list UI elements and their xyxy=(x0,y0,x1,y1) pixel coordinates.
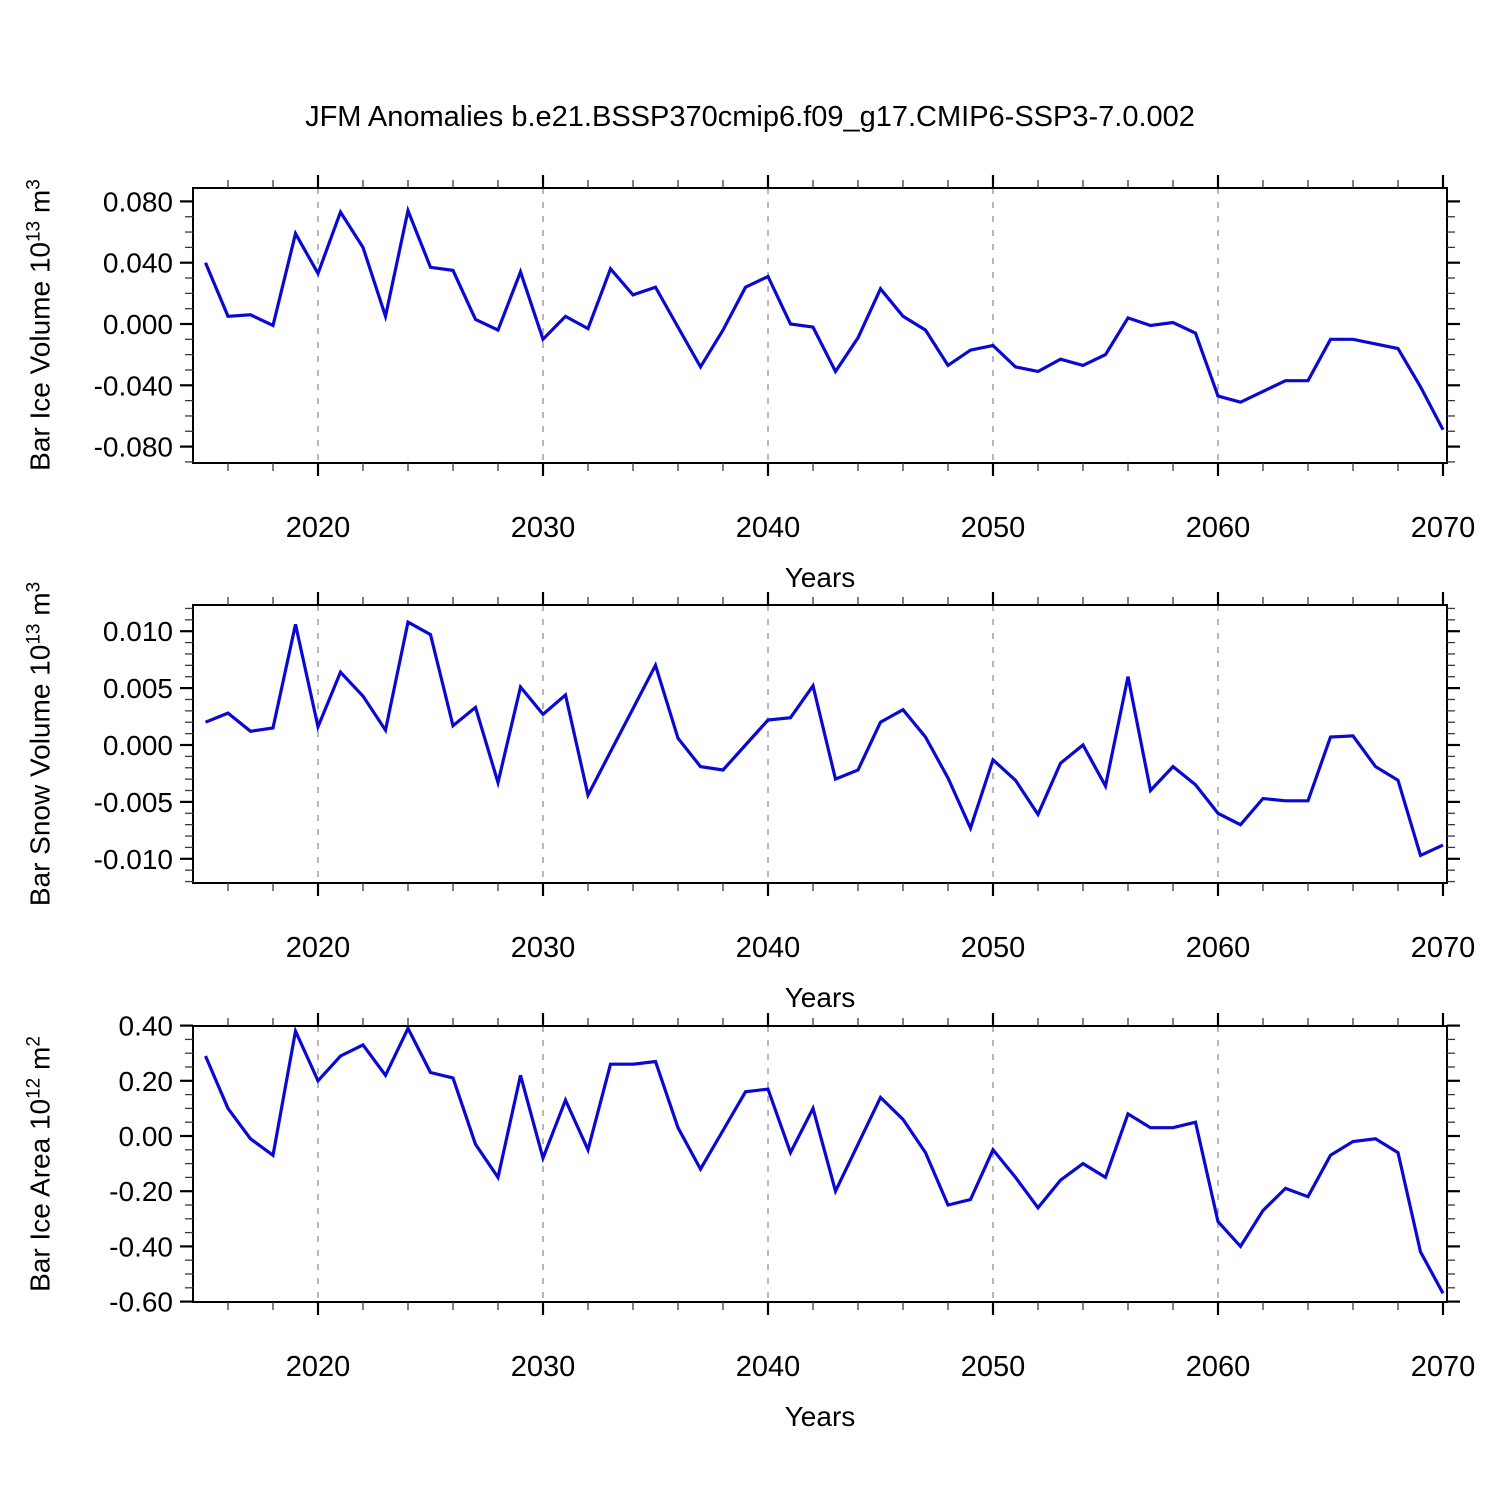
y-tick-label: -0.20 xyxy=(109,1176,173,1207)
x-tick-label: 2030 xyxy=(511,932,576,964)
y-tick-label: -0.005 xyxy=(94,787,173,818)
x-tick-label: 2060 xyxy=(1186,1351,1251,1383)
y-tick-label: -0.40 xyxy=(109,1231,173,1262)
x-axis-title: Years xyxy=(785,982,856,1013)
x-tick-label: 2070 xyxy=(1411,1351,1476,1383)
x-tick-label: 2040 xyxy=(736,1351,801,1383)
x-tick-label: 2050 xyxy=(961,1351,1026,1383)
x-axis-title: Years xyxy=(785,1401,856,1432)
y-tick-label: 0.20 xyxy=(119,1066,174,1097)
x-tick-label: 2070 xyxy=(1411,932,1476,964)
panel-3: 2020 2030 2040 2050 2060 2070 0.40 0.20 0.00 -0.2… xyxy=(109,1011,1475,1432)
x-tick-label: 2040 xyxy=(736,932,801,964)
x-tick-label: 2030 xyxy=(511,512,576,544)
x-axis-title: Years xyxy=(785,562,856,593)
y-tick-label: 0.005 xyxy=(103,673,173,704)
x-tick-label: 2020 xyxy=(286,932,351,964)
x-tick-label: 2060 xyxy=(1186,932,1251,964)
chart-title: JFM Anomalies b.e21.BSSP370cmip6.f09_g17… xyxy=(305,101,1195,133)
y-tick-label: 0.000 xyxy=(103,309,173,340)
y-tick-label: -0.080 xyxy=(94,432,173,463)
panel-1: 2020 2030 2040 2050 2060 2070 0.080 0.040 0.000 -… xyxy=(94,175,1476,593)
y-tick-label: -0.60 xyxy=(109,1287,173,1318)
x-tick-label: 2040 xyxy=(736,512,801,544)
y-tick-label: 0.040 xyxy=(103,248,173,279)
plot-frame xyxy=(192,604,1448,884)
series-line-1 xyxy=(204,205,1445,431)
x-tick-label: 2050 xyxy=(961,512,1026,544)
series-line-2 xyxy=(204,619,1444,858)
x-tick-label: 2050 xyxy=(961,932,1026,964)
y-tick-label: 0.00 xyxy=(119,1121,174,1152)
x-tick-label: 2020 xyxy=(286,512,351,544)
panel-2: 2020 2030 2040 2050 2060 2070 0.010 0.005 0.000 -… xyxy=(94,592,1476,1013)
x-tick-label: 2070 xyxy=(1411,512,1476,544)
plot-frame xyxy=(192,187,1448,464)
y-tick-label: -0.010 xyxy=(94,844,173,875)
y-tick-label: 0.080 xyxy=(103,186,173,217)
series-line-3 xyxy=(204,1024,1445,1295)
y-tick-label: 0.000 xyxy=(103,730,173,761)
x-tick-label: 2020 xyxy=(286,1351,351,1383)
y-tick-label: -0.040 xyxy=(94,370,173,401)
y-tick-label: 0.40 xyxy=(119,1011,174,1042)
y-tick-label: 0.010 xyxy=(103,616,173,647)
x-tick-label: 2030 xyxy=(511,1351,576,1383)
x-tick-label: 2060 xyxy=(1186,512,1251,544)
